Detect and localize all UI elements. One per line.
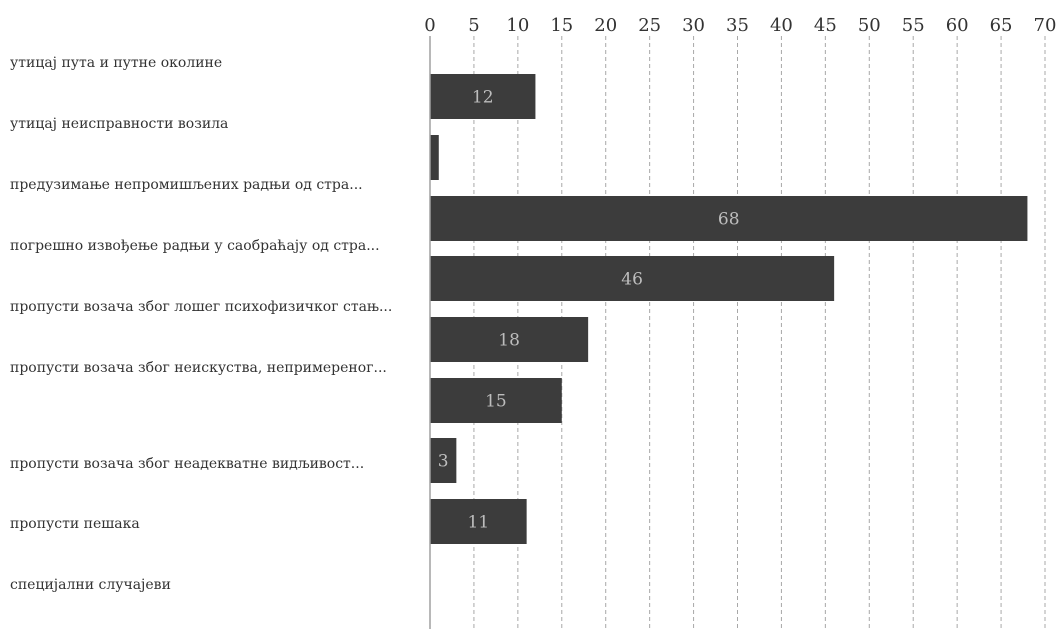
x-tick-label: 15 [550,15,573,36]
bar [430,196,1028,241]
x-tick-label: 30 [682,15,705,36]
bar [430,135,439,180]
category-label: пропусти возача због лошег психофизичког… [10,299,392,315]
bar [430,378,562,423]
x-tick-label: 20 [594,15,617,36]
x-tick-label: 0 [424,15,435,36]
x-tick-label: 65 [990,15,1013,36]
bar [430,438,457,483]
bar-value-label: 18 [498,331,520,351]
x-tick-label: 10 [506,15,529,36]
x-tick-label: 40 [770,15,793,36]
x-tick-label: 50 [858,15,881,36]
category-label: пропусти возача због неискуства, неприме… [10,360,387,376]
bar-value-label: 68 [718,210,740,230]
x-tick-label: 35 [726,15,749,36]
bars: 12 68 46 18 15 3 11 [430,74,1028,544]
category-label: предузимање непромишљених радњи од стра.… [10,177,363,193]
bar [430,256,835,301]
bar-value-label: 46 [621,270,643,290]
bar-value-label: 11 [468,513,490,533]
x-tick-label: 45 [814,15,837,36]
bar [430,74,536,119]
bar [430,317,589,362]
x-tick-label: 55 [902,15,925,36]
bar-value-label: 12 [472,88,494,108]
x-tick-label: 60 [946,15,969,36]
category-label: специјални случајеви [10,577,171,593]
category-label: погрешно извођење радњи у саобраћају од … [10,238,380,254]
bar-value-label: 3 [438,452,449,472]
x-tick-label: 70 [1034,15,1057,36]
x-tick-label: 5 [468,15,479,36]
x-axis-ticks: 0 5 10 15 20 25 30 35 40 45 50 55 60 65 70 [424,15,1056,36]
x-tick-label: 25 [638,15,661,36]
category-label: пропусти пешака [10,516,140,532]
category-label: пропусти возача због неадекватне видљиво… [10,456,364,472]
category-labels: утицај пута и путне околине утицај неиспр… [10,55,392,593]
bar-value-label: 15 [485,392,507,412]
category-label: утицај неисправности возила [10,116,228,132]
bar [430,499,527,544]
category-label: утицај пута и путне околине [10,55,222,71]
